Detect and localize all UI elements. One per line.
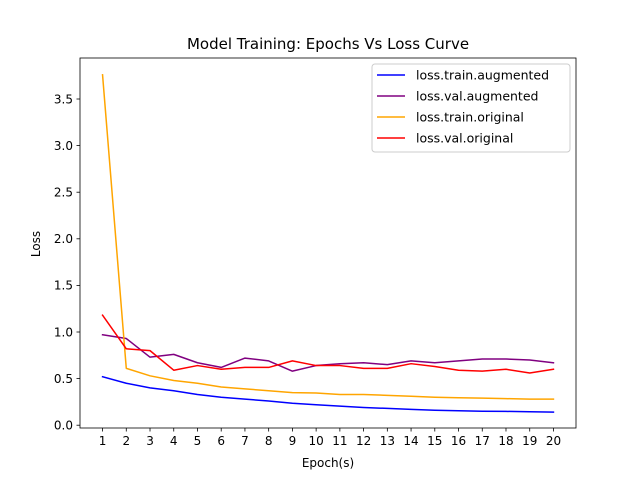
series-line-loss-train-original [101, 73, 555, 400]
legend: loss.train.augmented loss.val.augmented lo… [371, 63, 571, 153]
x-tick-label: 8 [265, 434, 273, 448]
x-tick-label: 19 [522, 434, 537, 448]
x-tick-label: 5 [194, 434, 202, 448]
y-tick-label: 1.0 [54, 325, 73, 339]
legend-label: loss.train.original [416, 110, 524, 125]
axes-frame [79, 57, 577, 429]
series-line-loss-train-augmented [101, 375, 555, 413]
series-line-loss-val-augmented [101, 333, 555, 372]
x-tick-label: 12 [356, 434, 371, 448]
x-tick-label: 17 [475, 434, 490, 448]
x-tick-label: 7 [241, 434, 249, 448]
x-tick-label: 9 [289, 434, 297, 448]
x-axis-label: Epoch(s) [302, 456, 354, 470]
y-tick-label: 3.5 [54, 92, 73, 106]
y-tick-label: 2.0 [54, 232, 73, 246]
x-tick-label: 14 [403, 434, 418, 448]
x-tick-label: 1 [99, 434, 107, 448]
x-tick-label: 13 [380, 434, 395, 448]
x-tick-label: 15 [427, 434, 442, 448]
x-tick-label: 3 [146, 434, 154, 448]
x-tick-label: 10 [308, 434, 323, 448]
x-tick-label: 20 [546, 434, 561, 448]
y-tick-label: 0.0 [54, 419, 73, 433]
x-tick-label: 6 [217, 434, 225, 448]
x-tick-label: 4 [170, 434, 178, 448]
legend-box [371, 63, 571, 153]
y-tick-label: 3.0 [54, 139, 73, 153]
x-tick-label: 16 [451, 434, 466, 448]
y-axis-label: Loss [29, 231, 43, 257]
x-tick-label: 2 [122, 434, 130, 448]
legend-label: loss.val.augmented [416, 89, 538, 104]
x-tick-label: 18 [498, 434, 513, 448]
legend-label: loss.train.augmented [416, 68, 549, 83]
x-tick-label: 11 [332, 434, 347, 448]
plot-area: 1 2 3 4 5 6 7 8 9 10 11 12 13 14 15 16 17 18 19 200.00.51.0… [54, 57, 577, 448]
y-tick-label: 2.5 [54, 186, 73, 200]
legend-label: loss.val.original [416, 131, 513, 146]
chart-title: Model Training: Epochs Vs Loss Curve [187, 35, 469, 53]
y-tick-label: 1.5 [54, 279, 73, 293]
y-tick-label: 0.5 [54, 372, 73, 386]
series-line-loss-val-original [101, 314, 555, 374]
